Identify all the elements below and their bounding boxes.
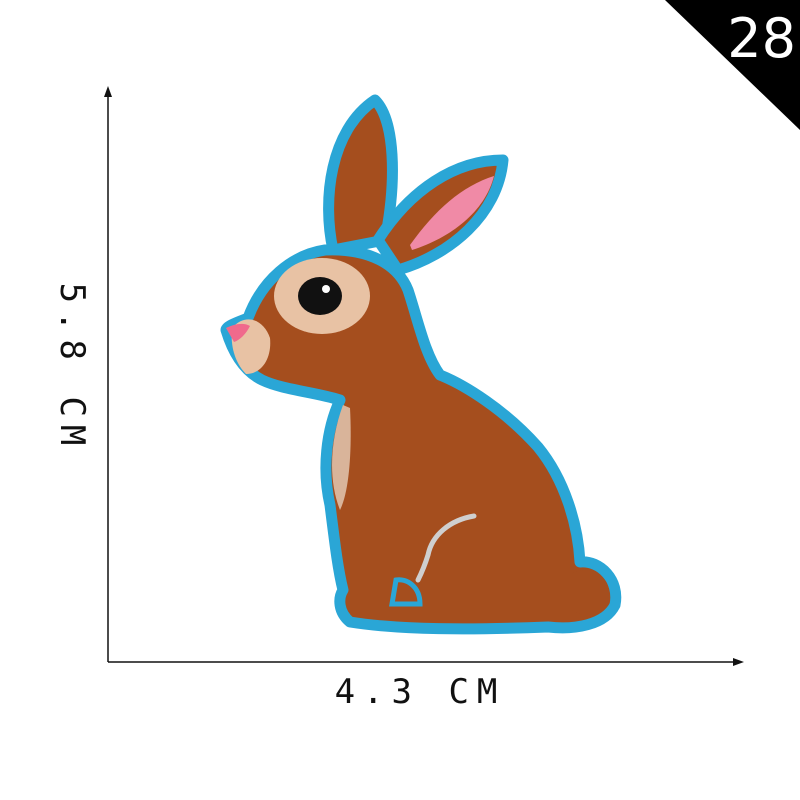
rabbit-eye <box>298 277 342 315</box>
rabbit-leg-stitch <box>415 513 477 583</box>
corner-triangle-badge <box>665 0 800 130</box>
rabbit-left-ear <box>323 94 398 256</box>
rabbit-eye-highlight <box>322 285 330 293</box>
rabbit-patch <box>220 94 622 635</box>
up-arrow-icon <box>104 86 112 97</box>
rabbit-tail <box>561 570 609 614</box>
rabbit-foot <box>389 577 423 607</box>
rabbit-inner-ear <box>410 176 494 250</box>
corner-number-label: 28 <box>727 7 796 70</box>
width-dimension-label: 4.3 CM <box>334 672 506 712</box>
right-arrow-icon <box>733 658 744 666</box>
dimension-axes <box>107 92 738 663</box>
rabbit-belly <box>332 405 351 510</box>
rabbit-nose <box>226 323 250 342</box>
height-dimension-label: 5.8 CM <box>52 282 92 454</box>
